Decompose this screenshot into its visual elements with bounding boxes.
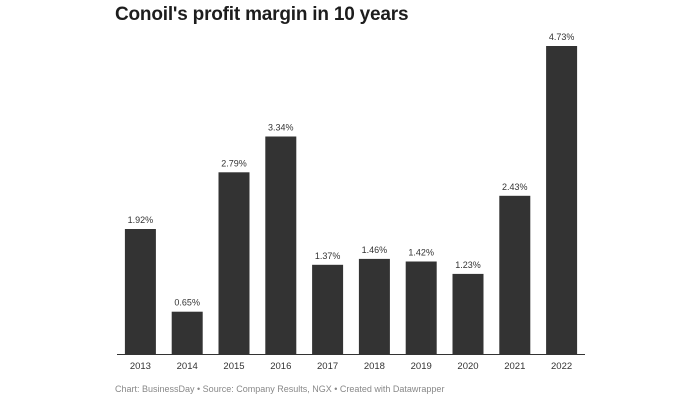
value-label-2020: 1.23% — [455, 260, 481, 270]
value-labels-group: 1.92% 0.65% 2.79% 3.34% 1.37% 1.46% 1.42% 1.23%… — [128, 32, 575, 308]
chart-title: Conoil's profit margin in 10 years — [115, 4, 409, 25]
x-tick-label-2013: 2013 — [130, 361, 151, 372]
value-label-2021: 2.43% — [502, 182, 528, 192]
value-label-2019: 1.42% — [408, 248, 434, 258]
bar-2018 — [358, 258, 390, 354]
bar-2021 — [499, 195, 531, 354]
value-label-2015: 2.79% — [221, 158, 247, 168]
bars-group — [124, 46, 578, 354]
bar-2020 — [452, 273, 484, 354]
x-tick-label-2021: 2021 — [504, 361, 525, 372]
x-tick-label-2016: 2016 — [270, 361, 291, 372]
x-tick-label-2015: 2015 — [223, 361, 244, 372]
value-label-2018: 1.46% — [362, 245, 388, 255]
x-tick-label-2019: 2019 — [411, 361, 432, 372]
x-tick-label-2017: 2017 — [317, 361, 338, 372]
value-label-2014: 0.65% — [174, 298, 200, 308]
bar-2015 — [218, 172, 250, 354]
bar-2016 — [265, 136, 297, 354]
x-tick-label-2022: 2022 — [551, 361, 572, 372]
bar-2022 — [546, 46, 578, 354]
chart-footer: Chart: BusinessDay • Source: Company Res… — [115, 384, 445, 394]
value-label-2013: 1.92% — [128, 215, 154, 225]
bar-2019 — [405, 261, 437, 354]
value-label-2017: 1.37% — [315, 251, 341, 261]
bar-2013 — [124, 229, 156, 354]
value-label-2022: 4.73% — [549, 32, 575, 42]
x-tick-label-2014: 2014 — [177, 361, 198, 372]
bar-2014 — [171, 311, 203, 354]
x-tick-labels-group: 2013 2014 2015 2016 2017 2018 2019 2020 2021 2022 — [130, 361, 572, 372]
value-label-2016: 3.34% — [268, 123, 294, 133]
x-tick-label-2018: 2018 — [364, 361, 385, 372]
bar-2017 — [312, 264, 344, 354]
x-tick-label-2020: 2020 — [457, 361, 478, 372]
